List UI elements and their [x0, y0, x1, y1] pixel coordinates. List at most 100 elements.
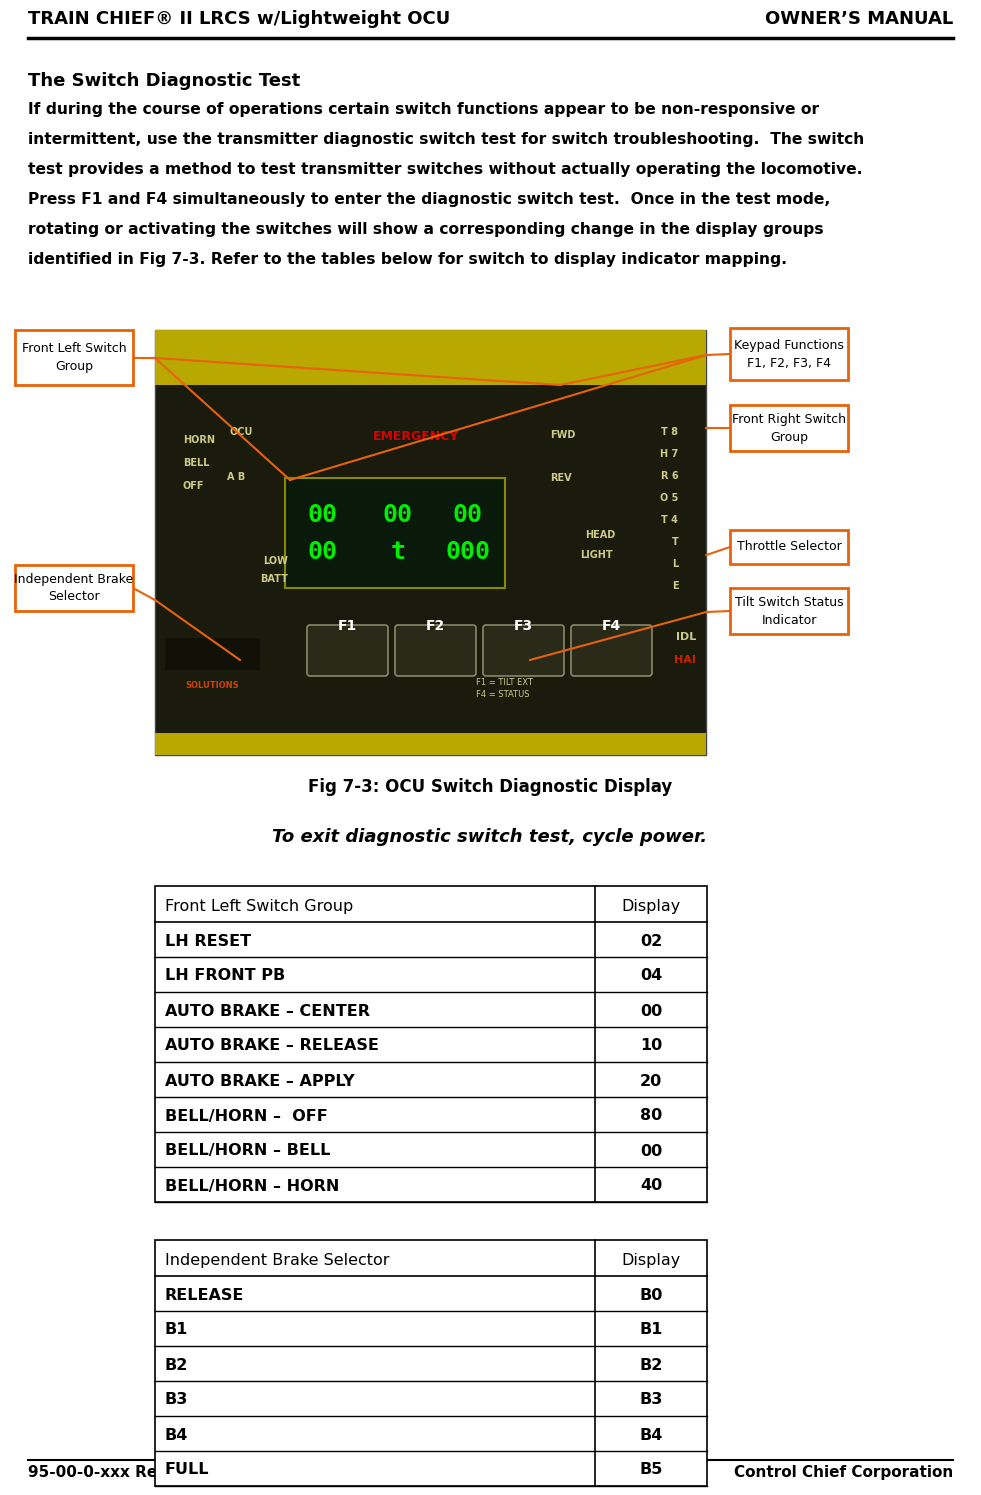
Text: intermittent, use the transmitter diagnostic switch test for switch troubleshoot: intermittent, use the transmitter diagno…	[28, 132, 864, 147]
Bar	[165, 638, 260, 670]
Text: H 7: H 7	[660, 448, 678, 459]
Text: OCU: OCU	[230, 428, 253, 437]
Text: Control Chief Corporation: Control Chief Corporation	[734, 1465, 953, 1480]
Text: rotating or activating the switches will show a corresponding change in the disp: rotating or activating the switches will…	[28, 221, 824, 238]
Text: Fig 7-3: OCU Switch Diagnostic Display: Fig 7-3: OCU Switch Diagnostic Display	[308, 777, 672, 795]
Text: FULL: FULL	[165, 1462, 210, 1477]
Text: t: t	[390, 540, 405, 564]
Text: A B: A B	[227, 472, 245, 481]
Text: 00: 00	[383, 502, 413, 528]
Bar	[155, 733, 706, 755]
Bar	[285, 478, 505, 588]
Text: 00: 00	[308, 502, 338, 528]
Text: HAI: HAI	[675, 655, 697, 665]
Text: R 6: R 6	[660, 471, 678, 481]
Text: BELL/HORN – BELL: BELL/HORN – BELL	[165, 1144, 331, 1159]
Text: 00: 00	[640, 1144, 662, 1159]
Text: F1: F1	[337, 619, 357, 632]
Text: 04: 04	[640, 969, 662, 984]
Text: F1 = TILT EXT
F4 = STATUS: F1 = TILT EXT F4 = STATUS	[476, 679, 533, 698]
Text: 80: 80	[640, 1108, 662, 1124]
Text: BELL: BELL	[183, 457, 210, 468]
Text: OWNER’S MANUAL: OWNER’S MANUAL	[765, 10, 953, 28]
Text: B3: B3	[640, 1392, 663, 1407]
Text: BELL/HORN – HORN: BELL/HORN – HORN	[165, 1178, 339, 1193]
Text: Front Right Switch
Group: Front Right Switch Group	[732, 413, 846, 444]
Text: T 8: T 8	[661, 428, 678, 437]
Text: test provides a method to test transmitter switches without actually operating t: test provides a method to test transmitt…	[28, 161, 862, 176]
Text: Front Left Switch
Group: Front Left Switch Group	[22, 342, 127, 372]
Text: L: L	[672, 559, 678, 570]
Text: O 5: O 5	[660, 493, 678, 502]
Text: OFF: OFF	[183, 481, 204, 490]
Text: To exit diagnostic switch test, cycle power.: To exit diagnostic switch test, cycle po…	[273, 828, 707, 846]
Text: B2: B2	[165, 1357, 188, 1372]
Text: LOW: LOW	[263, 556, 287, 567]
Text: B2: B2	[640, 1357, 663, 1372]
Text: SOLUTIONS: SOLUTIONS	[185, 682, 238, 691]
Text: AUTO BRAKE – CENTER: AUTO BRAKE – CENTER	[165, 1003, 370, 1018]
Text: B1: B1	[165, 1323, 188, 1338]
Text: F2: F2	[426, 619, 444, 632]
Text: The Switch Diagnostic Test: The Switch Diagnostic Test	[28, 72, 300, 90]
Bar	[155, 887, 707, 1202]
FancyBboxPatch shape	[307, 625, 388, 676]
Text: HEAD: HEAD	[585, 531, 615, 540]
Text: LIGHT: LIGHT	[580, 550, 612, 561]
Text: IDL: IDL	[676, 632, 697, 641]
Text: B0: B0	[640, 1287, 663, 1302]
Text: Keypad Functions
F1, F2, F3, F4: Keypad Functions F1, F2, F3, F4	[734, 338, 844, 369]
Text: AUTO BRAKE – APPLY: AUTO BRAKE – APPLY	[165, 1073, 354, 1088]
Text: Press F1 and F4 simultaneously to enter the diagnostic switch test.  Once in the: Press F1 and F4 simultaneously to enter …	[28, 191, 830, 206]
Bar	[155, 330, 706, 755]
Text: 10: 10	[640, 1039, 662, 1054]
FancyBboxPatch shape	[730, 531, 848, 564]
Text: Front Left Switch Group: Front Left Switch Group	[165, 898, 353, 913]
Text: RELEASE: RELEASE	[165, 1287, 244, 1302]
Text: LH FRONT PB: LH FRONT PB	[165, 969, 285, 984]
Text: T 4: T 4	[661, 514, 678, 525]
Text: E: E	[672, 582, 678, 591]
FancyBboxPatch shape	[571, 625, 652, 676]
Bar	[155, 1239, 707, 1486]
Text: Display: Display	[621, 1253, 681, 1268]
Text: REV: REV	[550, 472, 572, 483]
Text: EMERGENCY: EMERGENCY	[373, 431, 459, 443]
Text: BELL/HORN –  OFF: BELL/HORN – OFF	[165, 1108, 328, 1124]
Text: 000: 000	[445, 540, 490, 564]
FancyBboxPatch shape	[15, 565, 133, 611]
Text: 40: 40	[640, 1178, 662, 1193]
Text: identified in Fig 7-3. Refer to the tables below for switch to display indicator: identified in Fig 7-3. Refer to the tabl…	[28, 253, 787, 268]
Text: 95-00-0-xxx Rev 000: 95-00-0-xxx Rev 000	[28, 1465, 204, 1480]
Text: Throttle Selector: Throttle Selector	[737, 541, 842, 553]
Text: Tilt Switch Status
Indicator: Tilt Switch Status Indicator	[735, 595, 844, 626]
FancyBboxPatch shape	[730, 588, 848, 634]
Text: LH RESET: LH RESET	[165, 933, 251, 948]
Text: B4: B4	[640, 1428, 663, 1443]
FancyBboxPatch shape	[483, 625, 564, 676]
FancyBboxPatch shape	[395, 625, 476, 676]
Text: FWD: FWD	[550, 431, 576, 440]
Text: HORN: HORN	[183, 435, 215, 446]
Text: T: T	[672, 537, 678, 547]
Text: 00: 00	[453, 502, 483, 528]
FancyBboxPatch shape	[730, 405, 848, 451]
Text: Independent Brake
Selector: Independent Brake Selector	[15, 573, 133, 604]
Bar	[155, 330, 706, 386]
Text: 20: 20	[640, 1073, 662, 1088]
FancyBboxPatch shape	[730, 327, 848, 380]
Text: B4: B4	[165, 1428, 188, 1443]
Text: 00: 00	[640, 1003, 662, 1018]
Text: F4: F4	[601, 619, 621, 632]
Text: TRAIN CHIEF® II LRCS w/Lightweight OCU: TRAIN CHIEF® II LRCS w/Lightweight OCU	[28, 10, 450, 28]
Text: AUTO BRAKE – RELEASE: AUTO BRAKE – RELEASE	[165, 1039, 379, 1054]
FancyBboxPatch shape	[15, 330, 133, 386]
Text: If during the course of operations certain switch functions appear to be non-res: If during the course of operations certa…	[28, 102, 819, 117]
Text: 00: 00	[308, 540, 338, 564]
Text: 7-3: 7-3	[476, 1465, 504, 1480]
Text: Independent Brake Selector: Independent Brake Selector	[165, 1253, 389, 1268]
Text: 02: 02	[640, 933, 662, 948]
Text: B5: B5	[640, 1462, 663, 1477]
Text: BATT: BATT	[260, 574, 287, 585]
Text: Display: Display	[621, 898, 681, 913]
